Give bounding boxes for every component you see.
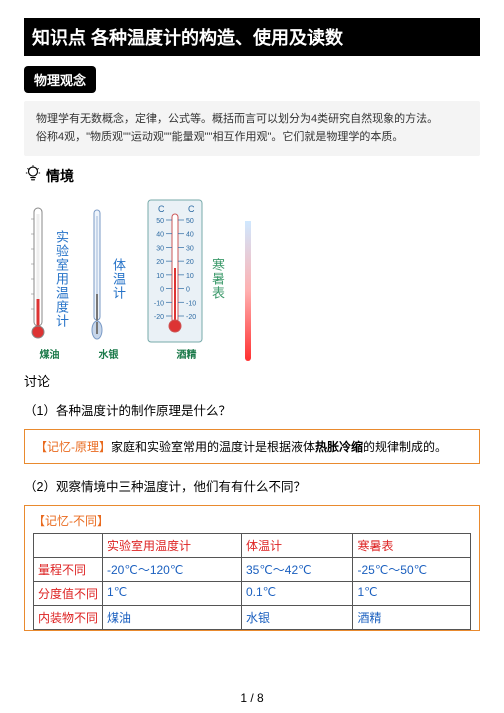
table-header-row: 实验室用温度计 体温计 寒暑表 xyxy=(34,534,471,558)
table-row: 量程不同 -20℃～120℃ 35℃～42℃ -25℃～50℃ xyxy=(34,558,471,582)
row-division-label: 分度值不同 xyxy=(34,582,103,606)
memo-principle-text-a: 家庭和实验室常用的温度计是根据液体 xyxy=(111,440,315,454)
svg-text:0: 0 xyxy=(160,287,164,294)
svg-text:30: 30 xyxy=(156,246,164,253)
page-footer: 1 / 8 xyxy=(0,691,504,705)
page-title: 知识点 各种温度计的构造、使用及读数 xyxy=(24,18,480,56)
svg-text:C: C xyxy=(188,204,195,214)
thermometer-weather-label: 寒暑表 xyxy=(208,214,227,344)
question-1: （1）各种温度计的制作原理是什么？ xyxy=(24,400,480,419)
svg-text:20: 20 xyxy=(156,259,164,266)
thermometer-weather-svg: C C 50 50 40 40 30 30 20 20 10 10 0 0 -10 -10 -20 -20 xyxy=(146,198,204,344)
thermometer-lab-liquid: 煤油 xyxy=(40,346,60,361)
concept-line2: 俗称4观，"物质观""运动观""能量观""相互作用观"。它们就是物理学的本质。 xyxy=(36,129,468,147)
discuss-heading: 讨论 xyxy=(24,371,480,390)
memo-difference-title: 【记忆-不同】 xyxy=(33,512,471,529)
lightbulb-icon xyxy=(24,164,42,187)
row-liquid-weather: 酒精 xyxy=(353,606,471,630)
thermometer-illustration: 实验室用温度计 煤油 体温计 水银 C C xyxy=(28,191,480,361)
svg-text:40: 40 xyxy=(186,232,194,239)
table-row: 内装物不同 煤油 水银 酒精 xyxy=(34,606,471,630)
row-range-label: 量程不同 xyxy=(34,558,103,582)
thermometer-body-svg xyxy=(89,204,105,344)
row-range-weather: -25℃～50℃ xyxy=(353,558,471,582)
memo-principle-text-b: 的规律制成的。 xyxy=(363,440,447,454)
thermometer-weather-liquid: 酒精 xyxy=(177,346,197,361)
memo-principle-bold: 热胀冷缩 xyxy=(315,440,363,454)
thermometer-lab-label: 实验室用温度计 xyxy=(52,214,71,344)
th-lab: 实验室用温度计 xyxy=(103,534,242,558)
row-division-lab: 1℃ xyxy=(103,582,242,606)
svg-text:20: 20 xyxy=(186,259,194,266)
svg-text:40: 40 xyxy=(156,232,164,239)
table-row: 分度值不同 1℃ 0.1℃ 1℃ xyxy=(34,582,471,606)
row-liquid-lab: 煤油 xyxy=(103,606,242,630)
thermometer-body-label: 体温计 xyxy=(109,214,128,344)
gradient-decoration xyxy=(245,221,251,361)
svg-text:-10: -10 xyxy=(154,300,164,307)
thermometer-weather: C C 50 50 40 40 30 30 20 20 10 10 0 0 -10 -10 -20 -20 寒… xyxy=(146,198,227,361)
row-range-lab: -20℃～120℃ xyxy=(103,558,242,582)
memo-principle-prefix: 【记忆-原理】 xyxy=(35,440,111,454)
svg-text:-20: -20 xyxy=(154,314,164,321)
svg-text:10: 10 xyxy=(186,273,194,280)
difference-table: 实验室用温度计 体温计 寒暑表 量程不同 -20℃～120℃ 35℃～42℃ -… xyxy=(33,533,471,630)
thermometer-body-liquid: 水银 xyxy=(99,346,119,361)
svg-text:-10: -10 xyxy=(186,300,196,307)
svg-text:10: 10 xyxy=(156,273,164,280)
memo-principle: 【记忆-原理】家庭和实验室常用的温度计是根据液体热胀冷缩的规律制成的。 xyxy=(24,429,480,464)
svg-text:50: 50 xyxy=(186,218,194,225)
row-range-body: 35℃～42℃ xyxy=(241,558,353,582)
svg-text:50: 50 xyxy=(156,218,164,225)
question-2: （2）观察情境中三种温度计，他们有有什么不同？ xyxy=(24,476,480,495)
scene-label: 情境 xyxy=(46,166,74,186)
svg-text:-20: -20 xyxy=(186,314,196,321)
svg-text:0: 0 xyxy=(186,287,190,294)
thermometer-lab-svg xyxy=(28,204,48,344)
row-division-weather: 1℃ xyxy=(353,582,471,606)
th-weather: 寒暑表 xyxy=(353,534,471,558)
concept-line1: 物理学有无数概念，定律，公式等。概括而言可以划分为4类研究自然现象的方法。 xyxy=(36,111,468,129)
concept-box: 物理学有无数概念，定律，公式等。概括而言可以划分为4类研究自然现象的方法。 俗称… xyxy=(24,101,480,156)
svg-text:C: C xyxy=(158,204,165,214)
thermometer-body: 体温计 水银 xyxy=(89,204,128,361)
thermometer-lab: 实验室用温度计 煤油 xyxy=(28,204,71,361)
row-liquid-body: 水银 xyxy=(241,606,353,630)
row-division-body: 0.1℃ xyxy=(241,582,353,606)
concept-badge: 物理观念 xyxy=(24,66,96,93)
memo-difference: 【记忆-不同】 实验室用温度计 体温计 寒暑表 量程不同 -20℃～120℃ 3… xyxy=(24,505,480,631)
th-body: 体温计 xyxy=(241,534,353,558)
scene-header: 情境 xyxy=(24,164,480,187)
th-blank xyxy=(34,534,103,558)
svg-text:30: 30 xyxy=(186,246,194,253)
row-liquid-label: 内装物不同 xyxy=(34,606,103,630)
